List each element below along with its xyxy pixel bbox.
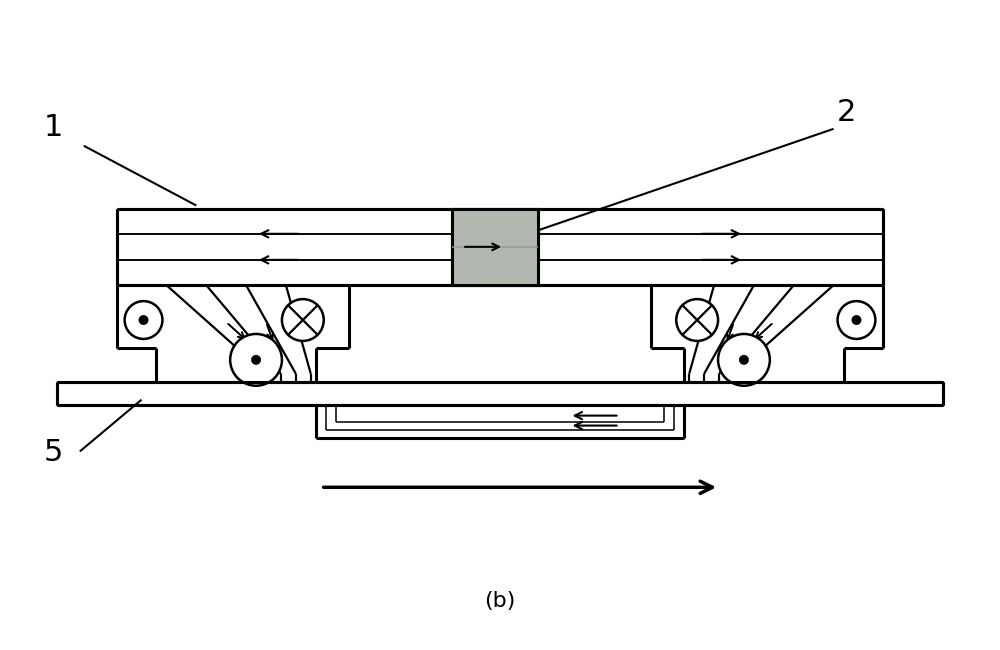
Circle shape	[251, 355, 261, 365]
Circle shape	[125, 301, 162, 339]
Circle shape	[739, 355, 749, 365]
Text: 1: 1	[44, 113, 63, 142]
Text: 5: 5	[44, 438, 63, 467]
Circle shape	[139, 315, 149, 325]
Text: 2: 2	[837, 98, 856, 127]
Bar	[452, 209, 538, 285]
Circle shape	[282, 299, 324, 341]
Text: (b): (b)	[484, 591, 516, 611]
Circle shape	[851, 315, 861, 325]
Circle shape	[676, 299, 718, 341]
Circle shape	[838, 301, 875, 339]
Circle shape	[718, 334, 770, 385]
Circle shape	[230, 334, 282, 385]
Bar	[452, 209, 538, 285]
